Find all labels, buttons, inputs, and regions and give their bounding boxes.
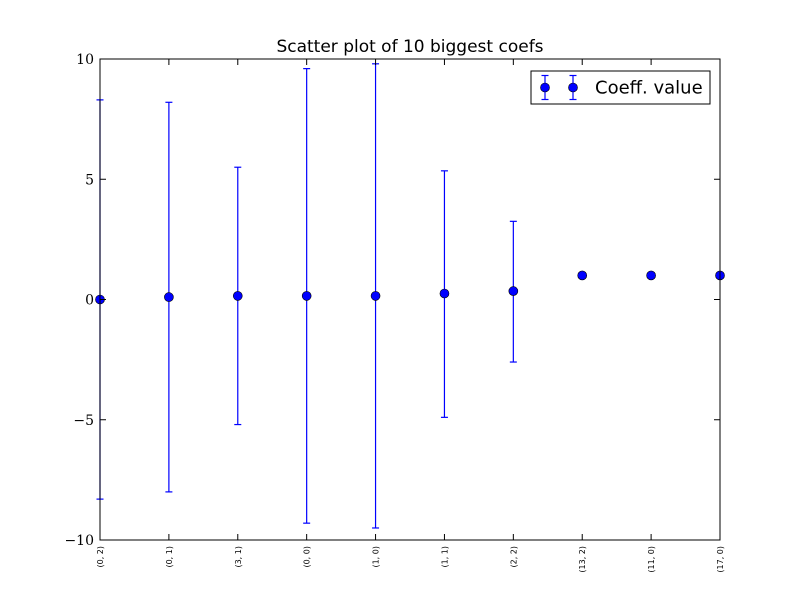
y-tick-label: −10 [64,533,94,549]
x-tick-label: (0, 0) [303,546,312,568]
legend-box [530,70,711,105]
chart-title: Scatter plot of 10 biggest coefs [276,37,543,57]
y-tick-label: −5 [73,413,94,429]
x-tick-label: (11, 0) [647,546,656,573]
legend-label: Coeff. value [595,78,703,99]
data-point [370,291,381,301]
data-point [164,292,174,302]
x-axis: (0, 2) (0, 1) (3, 1) (0, 0) (1, 0) (1, 1) (2, … [96,59,725,573]
x-tick-label: (13, 2) [578,546,587,573]
legend: Coeff. value [530,70,711,105]
y-tick-label: 0 [85,293,94,309]
legend-markers [540,74,578,101]
axes-frame [99,58,721,541]
y-tick-label: 5 [85,172,94,188]
data-point [577,270,588,281]
x-tick-label: (1, 0) [372,546,381,568]
y-axis: −10 −5 0 5 10 [64,52,720,549]
series-coeff-value [95,63,725,529]
y-tick-label: 10 [76,52,94,68]
x-tick-label: (17, 0) [716,546,725,573]
x-tick-label: (1, 1) [440,546,449,568]
x-tick-label: (0, 2) [96,546,105,568]
data-point [646,270,656,281]
data-point [232,291,243,301]
x-tick-label: (2, 2) [509,546,518,568]
legend-marker [540,82,550,93]
data-point [508,286,519,296]
data-point [301,291,312,301]
x-tick-label: (0, 1) [165,546,174,568]
x-tick-label: (3, 1) [234,546,243,568]
data-point [439,288,450,299]
legend-marker [568,82,578,93]
